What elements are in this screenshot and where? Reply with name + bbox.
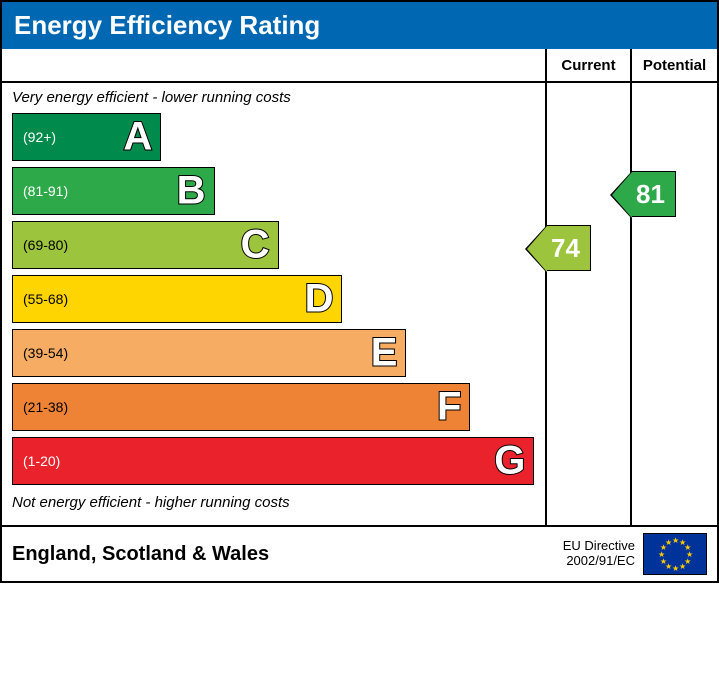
band-row-b: (81-91)B [12, 164, 545, 218]
bands-list: (92+)A (81-91)B (69-80)C (55-68)D (39-54)E (2… [2, 110, 545, 488]
band-letter-e: E [371, 331, 398, 376]
current-slot-e [547, 329, 630, 383]
band-bar-c: (69-80)C [12, 221, 279, 269]
eu-star-icon: ★ [672, 564, 679, 573]
eu-flag-icon: ★★★★★★★★★★★★ [643, 533, 707, 575]
potential-column: Potential 81 [632, 49, 717, 525]
band-range-f: (21-38) [13, 399, 469, 415]
eu-star-icon: ★ [665, 538, 672, 547]
directive-line-1: EU Directive [563, 538, 635, 553]
bands-header-blank [2, 49, 545, 83]
band-letter-f: F [437, 385, 461, 430]
band-letter-g: G [494, 439, 525, 484]
eu-star-icon: ★ [679, 562, 686, 571]
band-letter-a: A [123, 115, 152, 160]
potential-header: Potential [632, 49, 717, 83]
potential-slot-a [632, 113, 717, 167]
band-bar-f: (21-38)F [12, 383, 470, 431]
band-range-g: (1-20) [13, 453, 533, 469]
legend-inefficient: Not energy efficient - higher running co… [2, 488, 545, 519]
potential-slot-b: 81 [632, 167, 717, 221]
current-rating-arrow: 74 [547, 225, 591, 271]
epc-chart: Energy Efficiency Rating Very energy eff… [0, 0, 719, 583]
footer-directive: EU Directive 2002/91/EC [563, 539, 635, 569]
band-letter-c: C [241, 223, 270, 268]
current-slot-d [547, 275, 630, 329]
current-slot-a [547, 113, 630, 167]
footer-region: England, Scotland & Wales [12, 543, 563, 566]
band-row-f: (21-38)F [12, 380, 545, 434]
band-row-e: (39-54)E [12, 326, 545, 380]
band-bar-e: (39-54)E [12, 329, 406, 377]
potential-body: 81 [632, 113, 717, 525]
legend-efficient: Very energy efficient - lower running co… [2, 83, 545, 110]
band-bar-b: (81-91)B [12, 167, 215, 215]
band-row-g: (1-20)G [12, 434, 545, 488]
current-slot-f [547, 383, 630, 437]
band-bar-a: (92+)A [12, 113, 161, 161]
band-letter-b: B [177, 169, 206, 214]
potential-slot-g [632, 437, 717, 491]
band-row-c: (69-80)C [12, 218, 545, 272]
band-bar-g: (1-20)G [12, 437, 534, 485]
chart-footer: England, Scotland & Wales EU Directive 2… [2, 525, 717, 581]
band-row-d: (55-68)D [12, 272, 545, 326]
band-letter-d: D [305, 277, 334, 322]
band-bar-d: (55-68)D [12, 275, 342, 323]
current-header: Current [547, 49, 630, 83]
potential-slot-d [632, 275, 717, 329]
potential-rating-arrow: 81 [632, 171, 676, 217]
band-range-d: (55-68) [13, 291, 341, 307]
chart-title: Energy Efficiency Rating [2, 2, 717, 49]
potential-slot-e [632, 329, 717, 383]
band-row-a: (92+)A [12, 110, 545, 164]
bands-column: Very energy efficient - lower running co… [2, 49, 547, 525]
current-slot-c: 74 [547, 221, 630, 275]
chart-body: Very energy efficient - lower running co… [2, 49, 717, 525]
band-range-c: (69-80) [13, 237, 278, 253]
band-range-e: (39-54) [13, 345, 405, 361]
current-column: Current 74 [547, 49, 632, 525]
potential-slot-c [632, 221, 717, 275]
directive-line-2: 2002/91/EC [566, 553, 635, 568]
current-slot-g [547, 437, 630, 491]
potential-slot-f [632, 383, 717, 437]
